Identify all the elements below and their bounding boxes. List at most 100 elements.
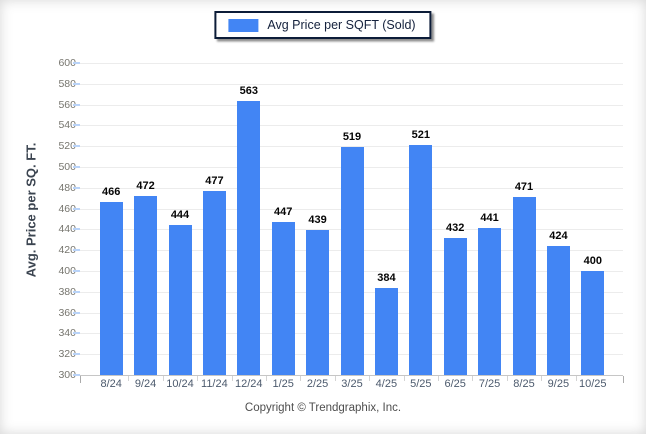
bar [478, 228, 502, 375]
y-axis-tick [73, 62, 80, 64]
x-axis-tick [472, 376, 474, 381]
y-tick-label: 340 [58, 327, 76, 340]
x-tick-label: 1/25 [272, 378, 294, 390]
bar [512, 197, 536, 375]
x-axis-end-tick [623, 376, 624, 383]
bar [340, 147, 364, 375]
x-axis-tick [438, 376, 439, 381]
x-tick-label: 9/24 [134, 378, 157, 390]
bar [306, 230, 330, 375]
y-tick-label: 540 [58, 119, 76, 132]
y-axis-tick [73, 145, 80, 148]
x-tick-label: 6/25 [444, 378, 466, 390]
y-axis-tick [73, 249, 80, 252]
y-axis-tick [73, 124, 80, 127]
y-tick-label: 580 [58, 77, 76, 90]
y-tick-label: 400 [58, 265, 76, 277]
bar-value-label: 441 [480, 212, 499, 225]
gridline [80, 125, 623, 127]
y-tick-label: 360 [58, 306, 76, 319]
x-axis-tick [128, 376, 130, 381]
gridline [80, 104, 623, 106]
bar-value-label: 439 [308, 214, 327, 227]
y-axis-tick [73, 228, 80, 231]
y-axis-tick [73, 103, 80, 106]
y-tick-label: 600 [58, 57, 76, 69]
bar-value-label: 447 [274, 206, 293, 219]
bar [271, 222, 295, 375]
x-tick-label: 2/25 [306, 378, 329, 390]
bar-value-label: 424 [549, 230, 568, 243]
legend-swatch [228, 18, 259, 32]
y-axis-tick [73, 374, 80, 376]
y-tick-label: 460 [58, 202, 76, 215]
bar-value-label: 400 [583, 255, 602, 267]
y-axis-tick [73, 270, 80, 272]
x-axis-tick [300, 376, 302, 381]
x-tick-label: 3/25 [341, 378, 363, 390]
bar-value-label: 563 [239, 85, 258, 98]
x-tick-label: 8/24 [100, 378, 122, 390]
x-tick-label: 8/25 [513, 378, 535, 390]
x-axis-tick [334, 376, 336, 381]
y-tick-label: 480 [58, 181, 76, 194]
y-tick-label: 300 [58, 369, 76, 381]
bar [134, 196, 158, 375]
bar [99, 202, 123, 375]
bar-value-label: 521 [411, 129, 430, 142]
bar-value-label: 444 [170, 209, 190, 222]
y-tick-label: 320 [58, 348, 76, 361]
gridline [80, 63, 623, 64]
bar [168, 225, 192, 375]
x-tick-label: 10/24 [166, 378, 194, 390]
x-axis-tick [541, 376, 543, 381]
x-axis-end-tick [80, 376, 81, 383]
y-axis-tick [73, 332, 80, 335]
x-tick-label: 11/24 [201, 378, 228, 390]
bar-value-label: 519 [342, 131, 362, 144]
bar [202, 190, 226, 375]
y-axis-tick [73, 311, 80, 314]
x-tick-label: 10/25 [579, 378, 607, 390]
x-tick-label: 7/25 [478, 378, 501, 390]
legend: Avg Price per SQFT (Sold) [214, 11, 432, 39]
x-tick-label: 12/24 [235, 378, 263, 390]
y-axis-tick [73, 166, 80, 168]
bar [374, 287, 398, 375]
x-axis-tick [231, 376, 233, 381]
x-axis-tick [197, 376, 199, 381]
bar-value-label: 471 [514, 181, 534, 194]
copyright-footer: Copyright © Trendgraphix, Inc. [244, 402, 402, 414]
y-axis-tick [73, 353, 80, 356]
y-axis-tick [73, 207, 80, 210]
y-axis-tick [73, 186, 80, 189]
bar [443, 237, 467, 375]
x-axis-tick [403, 376, 405, 381]
y-tick-label: 500 [58, 161, 76, 173]
legend-label: Avg Price per SQFT (Sold) [267, 18, 416, 32]
bar-value-label: 477 [205, 174, 224, 187]
gridline [80, 146, 623, 148]
y-axis-tick [73, 290, 80, 293]
x-axis-tick [506, 376, 508, 381]
x-axis-line [80, 375, 623, 376]
gridline [80, 83, 623, 85]
y-tick-label: 380 [58, 285, 76, 298]
y-tick-label: 420 [58, 244, 76, 257]
x-tick-label: 5/25 [410, 378, 432, 390]
y-axis-tick [73, 82, 80, 85]
bar [546, 246, 570, 375]
y-tick-label: 520 [58, 140, 76, 153]
x-axis-tick [575, 376, 577, 381]
x-tick-label: 9/25 [547, 378, 570, 390]
bar [237, 101, 261, 375]
y-tick-label: 560 [58, 98, 76, 111]
x-axis-tick [162, 376, 164, 381]
bar [581, 271, 605, 375]
bar-value-label: 472 [136, 180, 155, 193]
x-tick-label: 4/25 [375, 378, 398, 390]
bar-value-label: 384 [377, 271, 396, 284]
bar-value-label: 466 [102, 186, 121, 199]
x-axis-tick [266, 376, 267, 381]
